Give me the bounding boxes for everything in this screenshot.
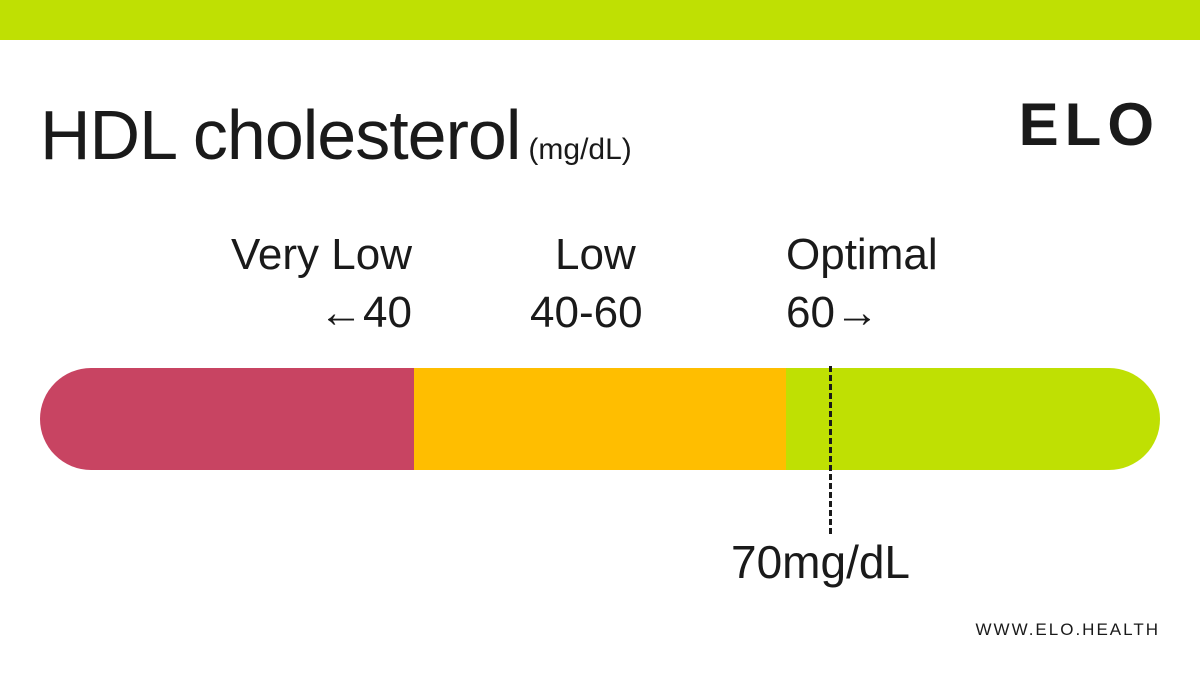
range-value-low: 40-60 (530, 288, 643, 337)
value-marker-line (829, 366, 832, 534)
range-segment-very-low (40, 368, 414, 470)
range-value-optimal: 60→ (786, 288, 879, 337)
top-accent-bar (0, 0, 1200, 40)
range-label-low: Low (555, 230, 636, 279)
page-title: HDL cholesterol (40, 96, 521, 174)
title-unit: (mg/dL) (528, 133, 632, 166)
range-label-optimal: Optimal (786, 230, 938, 279)
range-bar (40, 368, 1160, 470)
page-header: HDL cholesterol (mg/dL) (40, 95, 632, 175)
website-url: WWW.ELO.HEALTH (975, 620, 1160, 639)
value-marker-label: 70mg/dL (731, 536, 911, 588)
range-value-very-low: ←40 (319, 288, 412, 337)
range-label-very-low: Very Low (231, 230, 412, 279)
brand-logo: ELO (1018, 91, 1160, 158)
range-segment-low (414, 368, 786, 470)
range-segment-optimal (786, 368, 1160, 470)
